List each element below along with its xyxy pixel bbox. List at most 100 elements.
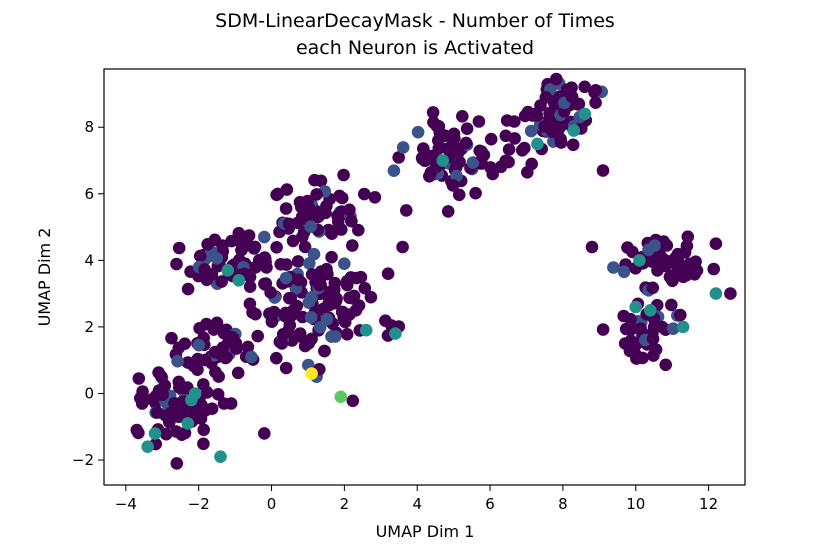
data-point [235, 243, 248, 257]
data-point [201, 238, 214, 251]
data-point [432, 134, 445, 147]
data-point [379, 314, 392, 328]
data-point [279, 202, 293, 215]
data-point [200, 273, 213, 287]
data-point [197, 378, 210, 391]
x-tick-label: 0 [267, 495, 277, 513]
data-point [709, 237, 723, 250]
y-tick-label: 4 [84, 251, 94, 269]
data-point [646, 281, 660, 295]
data-point [258, 230, 271, 244]
data-point [426, 106, 440, 119]
data-point [258, 427, 271, 440]
data-point [585, 240, 599, 254]
data-point [333, 189, 346, 203]
data-point [197, 423, 210, 437]
data-point [628, 347, 642, 361]
data-point [659, 259, 672, 273]
data-point [343, 203, 356, 217]
data-point [141, 440, 154, 454]
data-point [320, 199, 333, 213]
data-point [494, 160, 508, 174]
data-point [210, 316, 224, 330]
data-point [293, 195, 307, 209]
data-point [340, 328, 354, 341]
data-point [220, 350, 233, 364]
data-point [671, 254, 685, 267]
data-point [336, 305, 350, 319]
data-point [246, 306, 259, 319]
data-point [634, 322, 647, 336]
data-point [293, 330, 307, 343]
data-point [221, 264, 235, 277]
data-point [565, 90, 579, 103]
data-point [323, 285, 337, 299]
data-point [400, 204, 413, 217]
data-point [466, 156, 480, 169]
data-point [148, 427, 162, 440]
y-tick-label: 6 [84, 185, 94, 203]
x-tick-label: 12 [699, 495, 718, 513]
data-point [525, 157, 538, 171]
data-point [596, 323, 610, 336]
data-point [352, 299, 366, 312]
data-point [279, 271, 293, 285]
data-point [286, 234, 300, 248]
data-point [358, 187, 371, 201]
data-point [617, 265, 631, 279]
data-point [649, 343, 663, 356]
data-point [279, 361, 293, 375]
data-point [633, 254, 646, 267]
data-point [460, 122, 474, 135]
data-point [578, 107, 592, 121]
y-tick-label: 0 [84, 384, 94, 402]
data-point [338, 257, 351, 271]
data-point [265, 315, 279, 329]
data-point [681, 230, 695, 243]
data-point [168, 397, 181, 410]
data-point [446, 179, 460, 192]
data-point [659, 358, 672, 372]
data-point [197, 437, 210, 451]
data-point [325, 250, 338, 264]
data-point [135, 397, 149, 410]
data-point [554, 136, 568, 149]
data-point [192, 338, 206, 352]
data-point [346, 394, 360, 408]
data-point [318, 344, 331, 358]
data-point [678, 266, 692, 279]
y-tick-label: 2 [84, 318, 94, 336]
data-point [665, 269, 679, 283]
data-point [305, 291, 318, 304]
data-point [567, 124, 581, 137]
x-axis: −4 −2 0 2 4 6 8 10 12 [115, 485, 718, 513]
x-axis-label: UMAP Dim 1 [376, 522, 475, 541]
data-point [305, 268, 319, 281]
data-point [508, 115, 521, 128]
data-point [248, 240, 262, 254]
data-point [232, 274, 246, 287]
data-point [292, 273, 305, 287]
data-point [456, 110, 469, 123]
data-point [432, 120, 446, 133]
data-point [251, 329, 264, 343]
data-point [230, 342, 243, 355]
data-point [629, 300, 642, 314]
y-axis-label: UMAP Dim 2 [35, 228, 54, 327]
data-point [242, 229, 256, 242]
data-point [165, 331, 178, 345]
data-point [550, 72, 563, 86]
y-tick-label: −2 [72, 451, 94, 469]
plot-frame [103, 68, 746, 486]
data-point [709, 287, 723, 300]
x-tick-label: 10 [626, 495, 645, 513]
data-point [724, 287, 737, 300]
data-point [193, 322, 206, 335]
data-point [151, 406, 164, 419]
data-point [530, 109, 544, 122]
data-point [387, 164, 401, 177]
data-point [313, 278, 326, 292]
data-point [707, 262, 720, 276]
data-point [396, 141, 410, 154]
data-point [352, 223, 365, 237]
